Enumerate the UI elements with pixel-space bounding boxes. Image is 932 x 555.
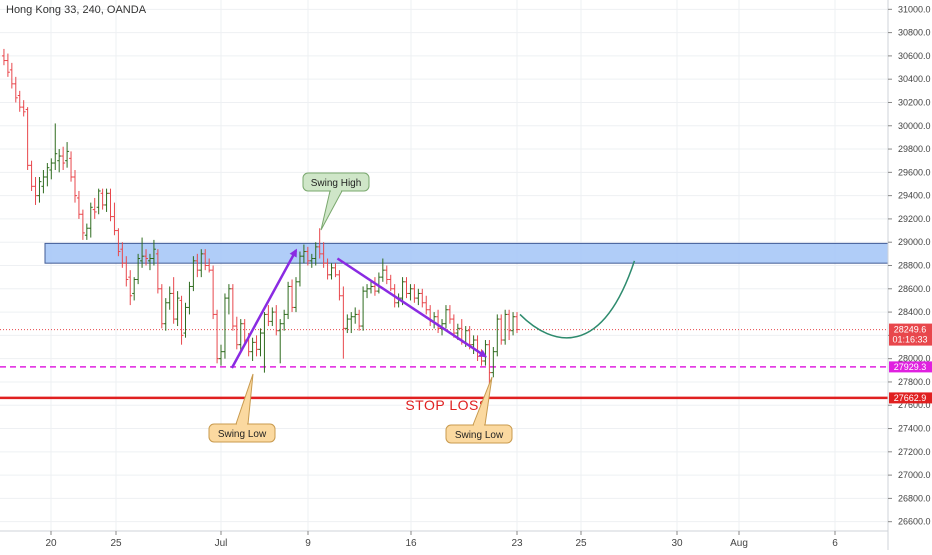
callout-layer: Swing High Swing Low Swing Low [208,172,513,444]
y-tick-label: 27200.0 [898,447,931,457]
y-tick-label: 28000.0 [898,354,931,364]
x-tick-label: Jul [215,538,228,549]
x-tick-label: 6 [832,538,838,549]
callout-swing-low-left-label: Swing Low [218,429,267,440]
x-tick-label: 25 [575,538,587,549]
callout-swing-low-right-label: Swing Low [455,430,504,441]
y-tick-label: 28800.0 [898,261,931,271]
y-tick-label: 27800.0 [898,377,931,387]
x-tick-label: 25 [110,538,122,549]
y-tick-label: 30600.0 [898,51,931,61]
projection-curve [519,260,636,339]
y-tick-label: 30000.0 [898,121,931,131]
trend-arrow-up [230,248,298,369]
x-tick-label: 9 [305,538,311,549]
y-tick-label: 27000.0 [898,470,931,480]
current-price-tag-text: 28249.6 [894,325,927,335]
x-tick-label: Aug [730,538,748,549]
y-tick-label: 28400.0 [898,307,931,317]
y-tick-label: 29200.0 [898,214,931,224]
y-tick-label: 27400.0 [898,424,931,434]
current-price-tag-bg [889,323,932,346]
stop-loss-label: STOP LOSS [405,397,488,413]
zone-layer [44,242,889,264]
callout-swing-high: Swing High [302,172,370,231]
callout-swing-high-label: Swing High [311,178,362,189]
x-tick-label: 23 [511,538,523,549]
x-tick-label: 16 [405,538,417,549]
support-price-tag-text: 27929.3 [894,362,927,372]
y-tick-label: 27600.0 [898,400,931,410]
candle-layer [1,48,520,385]
y-tick-label: 26800.0 [898,493,931,503]
y-tick-label: 29600.0 [898,167,931,177]
callout-swing-low-left: Swing Low [208,373,276,443]
x-tick-label: 30 [671,538,683,549]
y-tick-label: 29000.0 [898,237,931,247]
support-price-tag-bg [889,361,932,373]
trend-arrow-down [336,257,488,358]
y-tick-label: 30200.0 [898,97,931,107]
y-axis-background [889,0,932,550]
current-price-countdown: 01:16:33 [892,335,927,345]
y-tick-label: 26600.0 [898,517,931,527]
chart-title: Hong Kong 33, 240, OANDA [6,4,147,16]
y-tick-label: 29400.0 [898,191,931,201]
y-tick-label: 30800.0 [898,28,931,38]
y-tick-label: 29800.0 [898,144,931,154]
drawing-layer [230,248,636,369]
y-tick-label: 31000.0 [898,4,931,14]
grid-layer [0,0,888,531]
x-tick-label: 20 [45,538,57,549]
resistance-zone [44,242,889,264]
y-tick-label: 30400.0 [898,74,931,84]
stop-loss-price-tag-bg [889,392,932,404]
y-tick-label: 28600.0 [898,284,931,294]
callout-swing-low-right: Swing Low [445,376,513,444]
stop-loss-price-tag-text: 27662.9 [894,393,927,403]
